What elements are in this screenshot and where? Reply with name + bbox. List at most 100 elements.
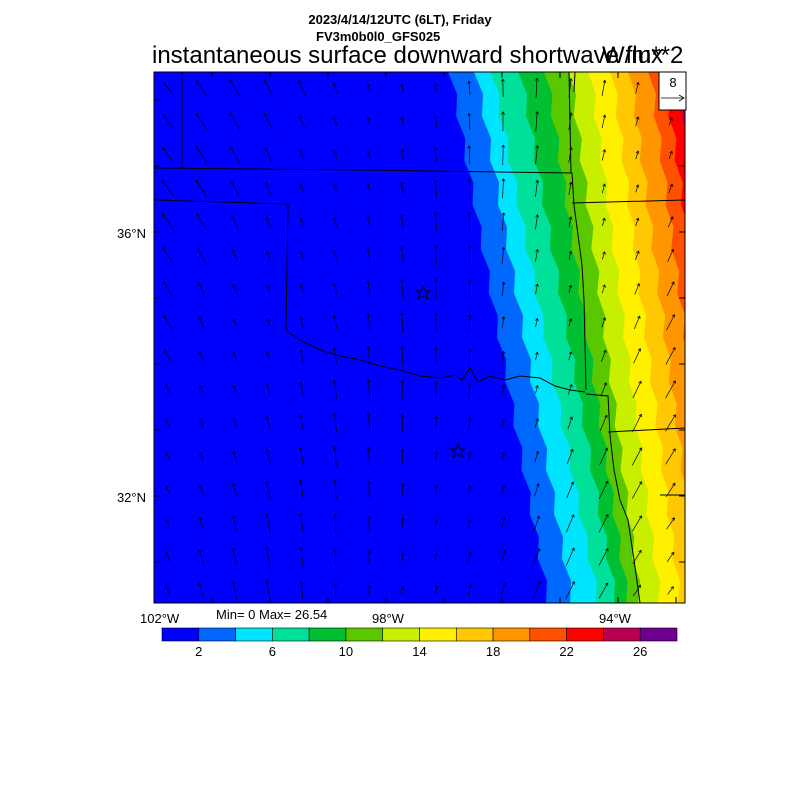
wind-vector-head	[570, 285, 573, 289]
wind-vector	[598, 582, 609, 599]
colorbar-swatch	[639, 627, 678, 642]
wind-vector	[266, 351, 271, 361]
wind-vector	[601, 317, 606, 328]
wind-vector-head	[400, 246, 402, 250]
wind-vector-head	[264, 113, 268, 116]
wind-vector	[197, 282, 206, 296]
shortwave-flux-field	[154, 72, 685, 603]
wind-vector-head	[434, 278, 437, 282]
wind-vector-head	[602, 217, 605, 221]
wind-vector-head	[467, 178, 470, 182]
wind-vector-head	[368, 481, 371, 485]
wind-vector-head	[535, 283, 538, 287]
wind-vector	[532, 548, 541, 566]
colorbar-swatch	[603, 627, 641, 642]
wind-vector	[666, 314, 675, 331]
wind-vector-head	[604, 284, 606, 288]
wind-vector	[300, 183, 304, 194]
wind-vector-head	[503, 316, 506, 320]
wind-vector-head	[468, 518, 471, 522]
wind-vector-head	[602, 79, 606, 83]
wind-vector-head	[571, 514, 574, 517]
wind-vector	[334, 446, 337, 467]
wind-vector-head	[367, 346, 370, 350]
wind-vector-head	[400, 448, 403, 452]
wind-vector-head	[367, 585, 370, 589]
wind-vector-head	[299, 382, 301, 386]
wind-vector	[162, 180, 174, 197]
wind-vector-head	[300, 317, 304, 320]
wind-vector-head	[436, 585, 439, 590]
wind-vector-head	[568, 284, 572, 288]
wind-vector-head	[570, 481, 574, 484]
wind-vector	[468, 145, 471, 165]
wind-vector-head	[537, 385, 539, 389]
wind-vector-head	[266, 481, 269, 484]
wind-vector-head	[335, 583, 338, 587]
wind-vector	[535, 214, 538, 230]
wind-vector	[333, 347, 338, 365]
wind-vector-head	[468, 383, 471, 387]
wind-vector-head	[434, 312, 437, 316]
wind-vector-head	[501, 212, 504, 216]
wind-vector	[535, 77, 538, 99]
wind-vector	[633, 348, 641, 364]
wind-vector	[666, 517, 675, 530]
colorbar-swatch	[382, 627, 420, 642]
wind-vector-head	[366, 83, 369, 87]
wind-vector-head	[199, 452, 201, 456]
wind-vector-head	[536, 111, 539, 115]
wind-vector-head	[165, 418, 169, 421]
wind-vector-head	[334, 250, 337, 254]
wind-vector-head	[232, 515, 236, 519]
wind-vector-head	[535, 317, 538, 321]
wind-vector	[300, 217, 304, 227]
wind-vector-head	[266, 580, 270, 584]
wind-vector	[467, 551, 472, 563]
wind-vector-head	[537, 283, 539, 287]
wind-vector-head	[367, 216, 371, 220]
wind-vector-head	[570, 449, 573, 452]
wind-vector	[334, 514, 337, 533]
wind-vector-head	[604, 114, 607, 118]
wind-vector-head	[535, 179, 538, 183]
wind-vector	[567, 416, 573, 430]
wind-vector-head	[469, 314, 472, 318]
wind-vector-head	[199, 351, 203, 354]
wind-vector-head	[163, 82, 165, 86]
wind-vector-head	[368, 413, 371, 416]
colorbar-label: 22	[559, 644, 574, 659]
wind-vector-head	[671, 281, 675, 284]
wind-vector-head	[570, 112, 573, 116]
wind-vector-head	[671, 551, 675, 554]
colorbar	[161, 627, 678, 642]
wind-vector-head	[535, 111, 538, 115]
wind-vector-head	[435, 278, 438, 282]
wind-vector-head	[402, 552, 405, 556]
wind-vector-head	[299, 149, 303, 152]
wind-vector-head	[435, 212, 438, 216]
wind-vector	[196, 213, 207, 231]
wind-vector-head	[434, 115, 438, 119]
wind-vector-head	[536, 483, 539, 486]
wind-vector-head	[638, 250, 640, 254]
wind-vector-head	[537, 351, 539, 356]
wind-vector-head	[333, 184, 335, 188]
wind-vector	[232, 483, 238, 497]
wind-vector-head	[501, 385, 505, 388]
wind-vector	[266, 547, 271, 567]
wind-vector-head	[469, 349, 472, 353]
wind-vector	[232, 515, 238, 532]
wind-vector	[229, 79, 241, 97]
wind-vector-head	[501, 247, 505, 250]
wind-vector	[333, 413, 338, 433]
wind-vector-head	[535, 385, 538, 388]
wind-vector	[300, 284, 304, 294]
wind-vector-head	[162, 213, 166, 216]
wind-vector	[598, 548, 609, 566]
wind-vector-head	[366, 150, 369, 154]
wind-vector-head	[468, 279, 471, 283]
wind-vector-head	[368, 516, 371, 520]
wind-vector-head	[367, 280, 370, 284]
wind-vector	[467, 584, 472, 597]
